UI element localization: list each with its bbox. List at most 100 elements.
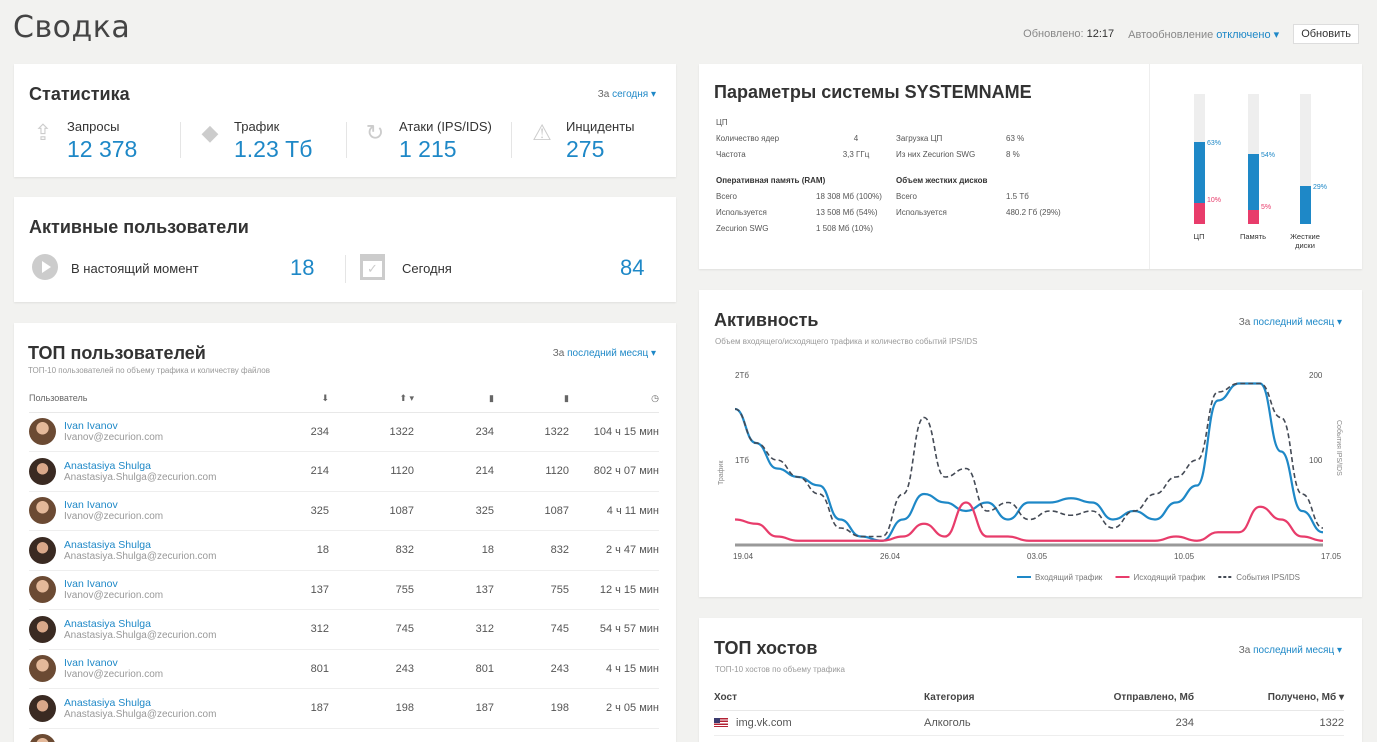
table-row[interactable]: Ivan Ivanov Ivanov@zecurion.com 325 1087 325… xyxy=(29,491,659,531)
user-name[interactable]: Ivan Ivanov xyxy=(64,657,118,670)
param-label: Из них Zecurion SWG xyxy=(896,149,976,159)
param-label: Zecurion SWG xyxy=(716,223,769,233)
user-email: Ivanov@zecurion.com xyxy=(64,432,164,444)
traffic-icon: ◆ xyxy=(201,120,219,145)
user-name[interactable]: Anastasiya Shulga xyxy=(64,538,151,551)
user-email: Ivanov@zecurion.com xyxy=(64,590,164,602)
calendar-icon: ✓ xyxy=(360,254,385,280)
value-cell: 1322 xyxy=(329,412,414,452)
table-row[interactable]: Anastasiya Shulga Anastasiya.Shulga@zecur… xyxy=(29,688,659,729)
file-icon[interactable]: ▮ xyxy=(414,385,494,413)
col-sent[interactable]: Отправлено, Мб xyxy=(1074,686,1194,711)
top-hosts-card: ТОП хостов ТОП-10 хостов по объему трафи… xyxy=(699,618,1362,742)
user-cell[interactable]: Ivan Ivanov Ivanov@zecurion.com xyxy=(29,412,259,452)
value-cell: 745 xyxy=(494,609,569,650)
auto-refresh[interactable]: Автообновление отключено ▾ xyxy=(1128,28,1280,41)
table-row[interactable]: Ivan Ivanov xyxy=(29,728,659,742)
y2-tick-label: 100 xyxy=(1309,456,1323,465)
table-row[interactable]: Anastasiya Shulga Anastasiya.Shulga@zecur… xyxy=(29,609,659,650)
user-cell[interactable]: Ivan Ivanov Ivanov@zecurion.com xyxy=(29,491,259,531)
value-cell: 801 xyxy=(259,649,329,689)
stats-period[interactable]: За сегодня ▾ xyxy=(597,89,656,100)
usage-bar-label: 29% xyxy=(1313,184,1328,192)
user-name[interactable]: Ivan Ivanov xyxy=(64,578,118,591)
value-cell xyxy=(494,728,569,742)
play-icon xyxy=(32,254,58,280)
value-cell: 802 ч 07 мин xyxy=(569,451,659,492)
table-row[interactable]: img.vk.com Алкоголь 234 1322 xyxy=(714,710,1344,736)
user-name[interactable]: Anastasiya Shulga xyxy=(64,459,151,472)
system-title: Параметры системы SYSTEMNAME xyxy=(714,82,1032,102)
activity-card: Активность Объем входящего/исходящего тр… xyxy=(699,290,1362,597)
usage-bar-swg-label: 5% xyxy=(1261,203,1272,211)
table-row[interactable]: Ivan Ivanov Ivanov@zecurion.com 234 1322 234… xyxy=(29,412,659,452)
value-cell: 243 xyxy=(494,649,569,689)
user-email: Ivanov@zecurion.com xyxy=(64,669,164,681)
chevron-down-icon[interactable]: ▾ xyxy=(1270,28,1280,41)
us-flag-icon xyxy=(714,718,728,728)
value-cell: 755 xyxy=(494,570,569,610)
table-row[interactable]: Anastasiya Shulga Anastasiya.Shulga@zecur… xyxy=(29,530,659,571)
activity-chart: 1Тб 2Тб 100 200 Трафик События IPS/IDS 19.04 26… xyxy=(718,371,1343,582)
user-name[interactable]: Anastasiya Shulga xyxy=(64,617,151,630)
user-cell[interactable]: Ivan Ivanov Ivanov@zecurion.com xyxy=(29,649,259,689)
usage-bar-label: 54% xyxy=(1261,151,1276,159)
download-icon[interactable]: ⬇ xyxy=(259,385,329,413)
activity-period[interactable]: За последний месяц ▾ xyxy=(1238,317,1342,328)
value-cell: 832 xyxy=(494,530,569,571)
legend-label: Исходящий трафик xyxy=(1134,573,1206,582)
top-hosts-table: Хост Категория Отправлено, Мб Получено, … xyxy=(714,686,1344,736)
value-cell: 243 xyxy=(329,649,414,689)
user-name[interactable]: Ivan Ivanov xyxy=(64,499,118,512)
file-icon[interactable]: ▮ xyxy=(494,385,569,413)
user-name[interactable]: Anastasiya Shulga xyxy=(64,696,151,709)
auto-refresh-value[interactable]: отключено xyxy=(1216,28,1271,41)
user-name[interactable]: Ivan Ivanov xyxy=(64,420,118,433)
value-cell: 137 xyxy=(259,570,329,610)
refresh-button[interactable]: Обновить xyxy=(1293,24,1359,44)
col-user[interactable]: Пользователь xyxy=(29,385,259,413)
sent-cell: 234 xyxy=(1074,710,1194,736)
col-received[interactable]: Получено, Мб ▾ xyxy=(1194,686,1344,711)
avatar xyxy=(29,536,56,564)
value-cell: 1087 xyxy=(329,491,414,531)
y-tick-label: 1Тб xyxy=(735,456,749,465)
value-cell: 1120 xyxy=(494,451,569,492)
stat-value: 1 215 xyxy=(399,136,457,162)
user-cell[interactable]: Anastasiya Shulga Anastasiya.Shulga@zecur… xyxy=(29,451,259,492)
host-cell[interactable]: img.vk.com xyxy=(714,710,924,736)
table-row[interactable]: Anastasiya Shulga Anastasiya.Shulga@zecur… xyxy=(29,451,659,492)
table-row[interactable]: Ivan Ivanov Ivanov@zecurion.com 137 755 137 7… xyxy=(29,570,659,610)
user-cell[interactable]: Anastasiya Shulga Anastasiya.Shulga@zecur… xyxy=(29,609,259,650)
avatar xyxy=(29,734,56,742)
system-params: ЦП Количество ядер 4 Загрузка ЦП 63 % Часто… xyxy=(716,114,1086,236)
table-row[interactable]: Ivan Ivanov Ivanov@zecurion.com 801 243 801 2… xyxy=(29,649,659,689)
active-users-card: Активные пользователи В настоящий момент… xyxy=(14,197,676,302)
top-users-title: ТОП пользователей xyxy=(28,343,206,363)
value-cell: 214 xyxy=(259,451,329,492)
stat-value: 1.23 Тб xyxy=(234,136,313,162)
top-users-card: ТОП пользователей ТОП-10 пользователей п… xyxy=(14,323,676,742)
upload-icon: ⇪ xyxy=(33,120,53,145)
stat-attacks: ↻ Атаки (IPS/IDS) 1 215 xyxy=(361,119,492,163)
col-category[interactable]: Категория xyxy=(924,686,1074,711)
col-host[interactable]: Хост xyxy=(714,686,924,711)
user-cell[interactable]: Anastasiya Shulga Anastasiya.Shulga@zecur… xyxy=(29,530,259,571)
user-email: Ivanov@zecurion.com xyxy=(64,511,164,523)
usage-bar-swg-label: 10% xyxy=(1207,197,1222,204)
user-cell[interactable]: Ivan Ivanov xyxy=(29,728,259,742)
user-email: Anastasiya.Shulga@zecurion.com xyxy=(64,471,217,483)
clock-icon[interactable]: ◷ xyxy=(569,385,659,413)
x-tick-label: 26.04 xyxy=(880,552,901,561)
top-hosts-period[interactable]: За последний месяц ▾ xyxy=(1238,645,1342,656)
user-cell[interactable]: Anastasiya Shulga Anastasiya.Shulga@zecur… xyxy=(29,688,259,729)
value-cell: 234 xyxy=(414,412,494,452)
param-label: Загрузка ЦП xyxy=(896,133,943,143)
param-label: Количество ядер xyxy=(716,133,780,143)
top-users-period[interactable]: За последний месяц ▾ xyxy=(552,348,656,359)
user-cell[interactable]: Ivan Ivanov Ivanov@zecurion.com xyxy=(29,570,259,610)
param-value: 63 % xyxy=(1006,133,1025,143)
avatar xyxy=(29,694,56,722)
stats-card: Статистика За сегодня ▾ ⇪ Запросы 12 378 … xyxy=(14,64,676,177)
upload-sort-icon[interactable]: ⬆ ▾ xyxy=(329,385,414,413)
